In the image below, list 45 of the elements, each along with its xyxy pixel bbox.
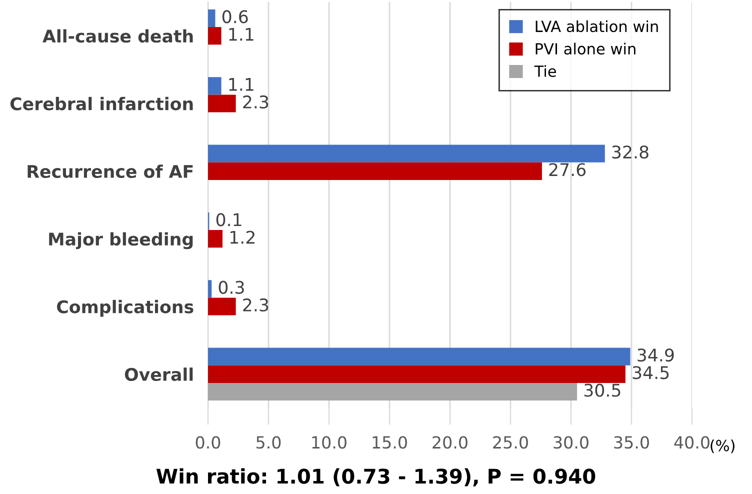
text: Win ratio: 1.01 (0.73 - 1.39), P = 0.940	[156, 468, 596, 486]
bar	[208, 365, 626, 383]
y-tick-label: Overall	[124, 368, 193, 382]
x-tick-label: 20.0	[432, 436, 468, 449]
bar	[208, 27, 222, 45]
bar	[208, 298, 236, 316]
data-label: 34.5	[632, 366, 669, 380]
data-label: 0.1	[216, 213, 242, 226]
bar	[208, 382, 578, 401]
x-tick-label: 30.0	[554, 436, 588, 449]
y-tick-label: Major bleeding	[49, 232, 193, 250]
y-tick-label: Recurrence of AF	[28, 164, 193, 178]
data-label: 32.8	[612, 145, 648, 159]
y-tick-label: Cerebral infarction	[10, 96, 193, 110]
x-axis-title: (%)	[710, 440, 734, 454]
bar	[208, 230, 223, 248]
bar	[208, 9, 216, 28]
legend-label: PVI alone win	[536, 42, 636, 55]
bar	[208, 348, 630, 366]
data-label: 0.3	[218, 280, 244, 294]
data-label: 27.6	[549, 163, 586, 176]
y-tick-label: All-cause death	[42, 29, 193, 43]
legend-label: LVA ablation win	[536, 20, 658, 32]
bar	[208, 94, 236, 112]
bar	[208, 144, 605, 162]
data-label: 34.9	[638, 348, 674, 362]
bar	[208, 77, 222, 95]
x-tick-label: 5.0	[256, 436, 281, 449]
data-label: 30.5	[584, 384, 620, 397]
bar	[208, 280, 212, 298]
legend-label: Tie	[534, 65, 556, 78]
data-label: 2.3	[243, 298, 268, 312]
data-label: 1.1	[229, 78, 254, 91]
x-tick-label: 40.0	[674, 436, 710, 449]
data-label: 1.1	[229, 28, 254, 41]
x-tick-label: 25.0	[493, 436, 528, 449]
x-tick-label: 0.0	[196, 436, 220, 449]
y-tick-label: Complications	[57, 300, 194, 317]
bar	[208, 162, 542, 180]
x-tick-label: 15.0	[372, 436, 407, 449]
x-tick-label: 35.0	[614, 436, 649, 449]
x-tick-label: 10.0	[312, 436, 346, 449]
data-label: 1.2	[230, 230, 254, 244]
data-label: 2.3	[243, 95, 268, 109]
data-label: 0.6	[222, 10, 248, 24]
